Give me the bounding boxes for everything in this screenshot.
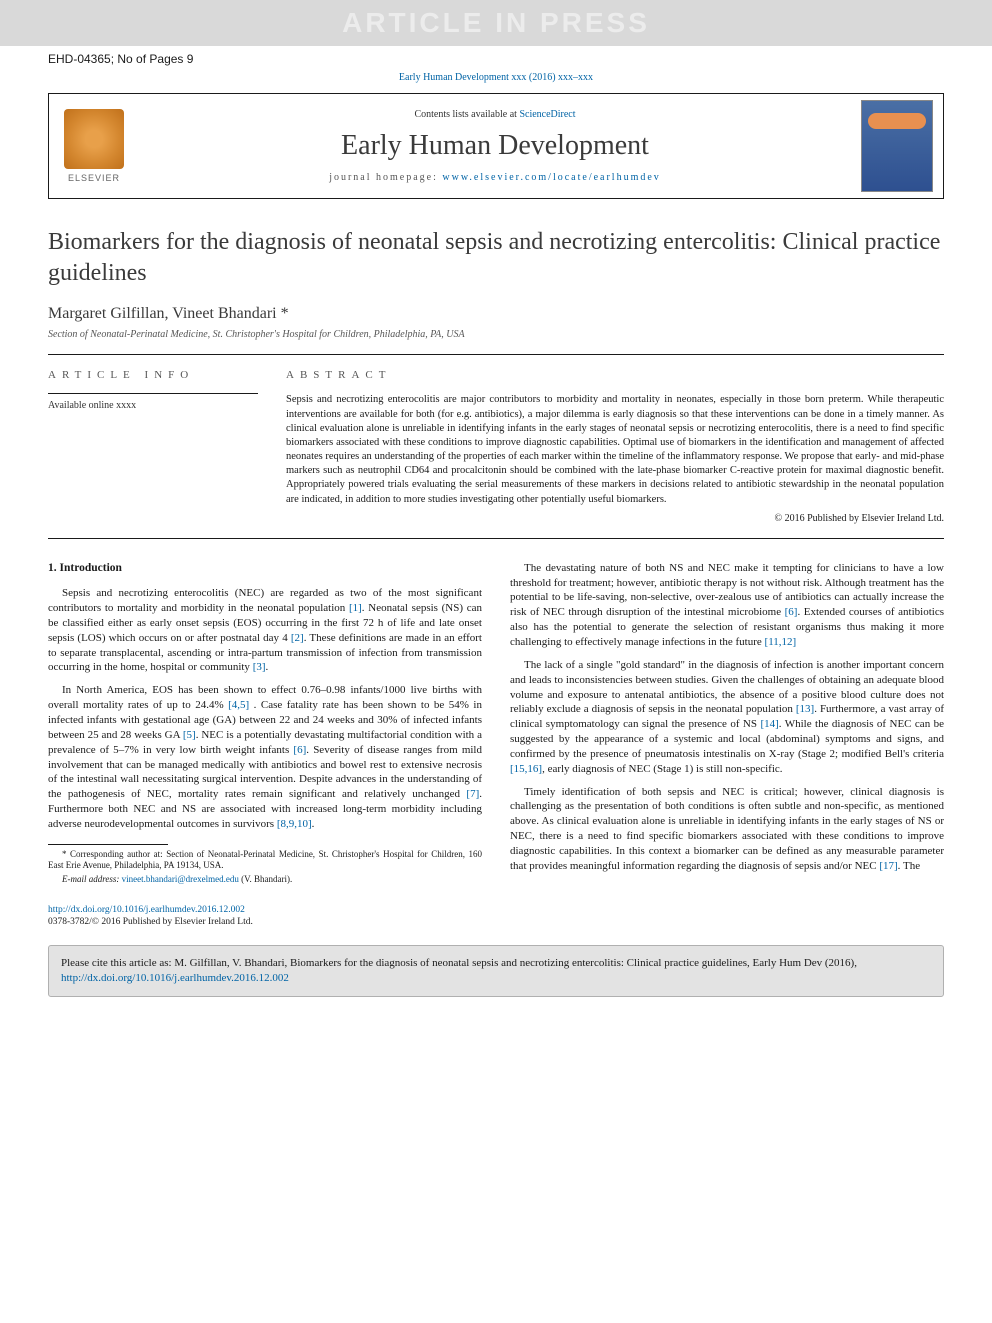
- ref-link[interactable]: [8,9,10]: [277, 818, 312, 830]
- issn-copyright: 0378-3782/© 2016 Published by Elsevier I…: [48, 917, 253, 927]
- ref-link[interactable]: [3]: [253, 661, 266, 673]
- homepage-line: journal homepage: www.elsevier.com/locat…: [149, 172, 841, 183]
- elsevier-tree-icon: [64, 109, 124, 169]
- elsevier-label: ELSEVIER: [68, 173, 120, 183]
- body-columns: 1. Introduction Sepsis and necrotizing e…: [0, 539, 992, 888]
- doi-link[interactable]: http://dx.doi.org/10.1016/j.earlhumdev.2…: [48, 905, 245, 915]
- article-title: Biomarkers for the diagnosis of neonatal…: [48, 227, 944, 289]
- right-p1: The devastating nature of both NS and NE…: [510, 561, 944, 650]
- ref-link[interactable]: [6]: [785, 606, 798, 618]
- ref-link[interactable]: [13]: [796, 703, 814, 715]
- article-info-label: ARTICLE INFO: [48, 369, 258, 381]
- left-column: 1. Introduction Sepsis and necrotizing e…: [48, 561, 482, 888]
- ref-link[interactable]: [14]: [760, 718, 778, 730]
- ref-link[interactable]: [11,12]: [765, 636, 797, 648]
- citation-box: Please cite this article as: M. Gilfilla…: [48, 945, 944, 998]
- press-banner: ARTICLE IN PRESS: [0, 0, 992, 46]
- ref-link[interactable]: [6]: [293, 744, 306, 756]
- email-link[interactable]: vineet.bhandari@drexelmed.edu: [122, 874, 239, 884]
- right-p3: Timely identification of both sepsis and…: [510, 785, 944, 874]
- right-p2: The lack of a single "gold standard" in …: [510, 658, 944, 777]
- abstract-copyright: © 2016 Published by Elsevier Ireland Ltd…: [286, 513, 944, 524]
- intro-p1: Sepsis and necrotizing enterocolitis (NE…: [48, 586, 482, 675]
- ref-link[interactable]: [1]: [349, 602, 362, 614]
- affiliation: Section of Neonatal-Perinatal Medicine, …: [48, 329, 944, 340]
- footnote-rule: [48, 844, 168, 845]
- citation-doi-link[interactable]: http://dx.doi.org/10.1016/j.earlhumdev.2…: [61, 972, 289, 984]
- homepage-link[interactable]: www.elsevier.com/locate/earlhumdev: [442, 172, 660, 183]
- contents-prefix: Contents lists available at: [414, 109, 519, 120]
- sciencedirect-link[interactable]: ScienceDirect: [519, 109, 575, 120]
- article-info-col: ARTICLE INFO Available online xxxx: [48, 369, 258, 523]
- doi-block: http://dx.doi.org/10.1016/j.earlhumdev.2…: [0, 888, 992, 937]
- elsevier-logo: ELSEVIER: [49, 96, 139, 196]
- corresponding-author-footnote: * Corresponding author at: Section of Ne…: [48, 849, 482, 872]
- journal-citation-top: Early Human Development xxx (2016) xxx–x…: [0, 68, 992, 93]
- email-footnote: E-mail address: vineet.bhandari@drexelme…: [48, 874, 482, 886]
- journal-cover-thumbnail: [861, 100, 933, 192]
- ref-link[interactable]: [5]: [183, 729, 196, 741]
- contents-line: Contents lists available at ScienceDirec…: [149, 109, 841, 120]
- ref-link[interactable]: [17]: [879, 860, 897, 872]
- abstract-label: ABSTRACT: [286, 369, 944, 381]
- citation-text: Please cite this article as: M. Gilfilla…: [61, 957, 857, 969]
- right-column: The devastating nature of both NS and NE…: [510, 561, 944, 888]
- journal-header-box: ELSEVIER Contents lists available at Sci…: [48, 93, 944, 199]
- ref-link[interactable]: [4,5]: [228, 699, 249, 711]
- journal-name: Early Human Development: [149, 130, 841, 162]
- ref-link[interactable]: [2]: [291, 632, 304, 644]
- available-online: Available online xxxx: [48, 393, 258, 411]
- intro-p2: In North America, EOS has been shown to …: [48, 683, 482, 831]
- homepage-prefix: journal homepage:: [329, 172, 442, 183]
- info-abstract-row: ARTICLE INFO Available online xxxx ABSTR…: [48, 355, 944, 537]
- ref-link[interactable]: [15,16]: [510, 763, 542, 775]
- article-id: EHD-04365; No of Pages 9: [0, 46, 992, 68]
- authors: Margaret Gilfillan, Vineet Bhandari *: [48, 305, 944, 323]
- abstract-col: ABSTRACT Sepsis and necrotizing enteroco…: [286, 369, 944, 523]
- header-center: Contents lists available at ScienceDirec…: [139, 99, 851, 193]
- abstract-text: Sepsis and necrotizing enterocolitis are…: [286, 393, 944, 506]
- ref-link[interactable]: [7]: [466, 788, 479, 800]
- section-heading: 1. Introduction: [48, 561, 482, 577]
